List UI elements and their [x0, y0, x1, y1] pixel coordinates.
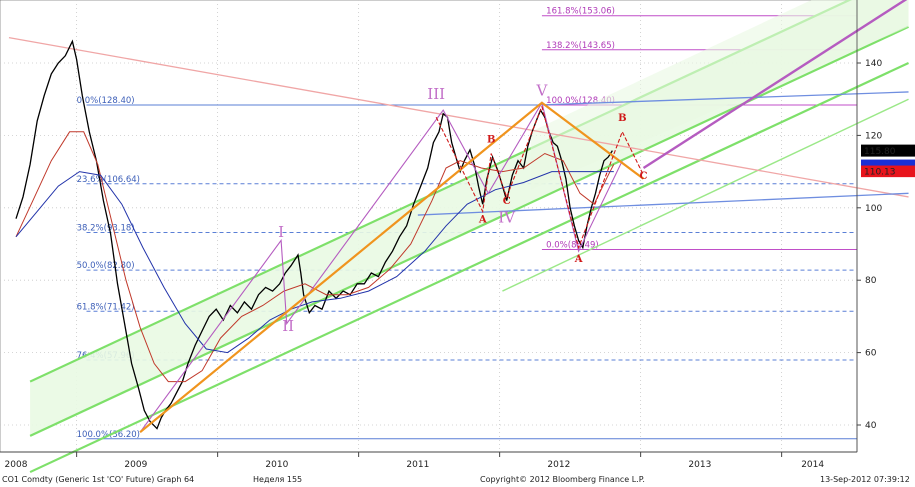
x-tick-label: 2013: [688, 460, 711, 470]
fib-retracement-label: 23.6%(106.64): [77, 175, 140, 185]
abc-label: C: [503, 196, 511, 207]
fib-retracement-label: 50.0%(82.80): [77, 261, 135, 271]
price-tag: [861, 144, 915, 157]
channel-line: [502, 98, 909, 292]
wave-line: [139, 101, 623, 433]
fib-retracement-label: 38.2%(93.18): [77, 223, 135, 233]
projection-line: [642, 0, 908, 170]
x-tick-label: 2014: [801, 460, 824, 470]
y-tick-label: 80: [865, 276, 877, 286]
wave-label: II: [282, 317, 294, 335]
channel-line: [29, 25, 909, 437]
fib-extension-label: 100.0%(128.40): [546, 96, 615, 106]
abc-label: A: [574, 254, 583, 265]
fib-extension-label: 161.8%(153.06): [546, 7, 615, 17]
wave-label: V: [536, 82, 549, 100]
fib-retracement-label: 61.8%(71.42): [77, 302, 135, 312]
price-tag: [861, 165, 915, 178]
abc-label: B: [487, 135, 495, 146]
x-tick-label: 2010: [265, 460, 288, 470]
price-tag-label: 110.13: [864, 168, 896, 178]
series-price: [15, 39, 613, 430]
footer-timestamp: 13-Sep-2012 07:39:12: [820, 475, 910, 484]
channel-fill: [530, 0, 909, 190]
trend-line: [417, 192, 909, 216]
x-tick-label: 2009: [124, 460, 147, 470]
fib-extension-label: 0.0%(88.49): [546, 240, 599, 250]
price-tag-label: 115.80: [864, 147, 896, 157]
x-tick-label: 2012: [547, 460, 570, 470]
wave-label: IV: [498, 208, 516, 226]
footer-copyright: Copyright© 2012 Bloomberg Finance L.P.: [480, 475, 645, 484]
abc-label: B: [618, 113, 626, 124]
y-tick-label: 60: [865, 349, 877, 359]
abc-path: [435, 106, 543, 214]
channel-line: [29, 62, 909, 474]
series-ma_short: [15, 131, 615, 383]
x-tick-label: 2008: [5, 460, 28, 470]
y-tick-label: 100: [865, 204, 882, 214]
x-tick-label: 2011: [406, 460, 429, 470]
price-tag-ma: [861, 159, 915, 166]
wave-label: I: [278, 223, 284, 241]
trend-line: [537, 91, 909, 106]
orange-trend-line: [139, 101, 645, 434]
y-tick-label: 140: [865, 59, 882, 69]
y-tick-label: 120: [865, 131, 882, 141]
footer-period: Неделя 155: [253, 475, 303, 484]
abc-path: [541, 106, 644, 250]
abc-label: A: [478, 214, 487, 225]
fib-retracement-label: 0.0%(128.40): [77, 96, 135, 106]
fib-extension-label: 138.2%(143.65): [546, 41, 615, 51]
abc-label: C: [639, 171, 647, 182]
footer-security: CO1 Comdty (Generic 1st 'CO' Future) Gra…: [2, 475, 195, 484]
wave-label: III: [427, 85, 445, 103]
trend-line: [8, 37, 909, 198]
y-tick-label: 40: [865, 421, 877, 431]
